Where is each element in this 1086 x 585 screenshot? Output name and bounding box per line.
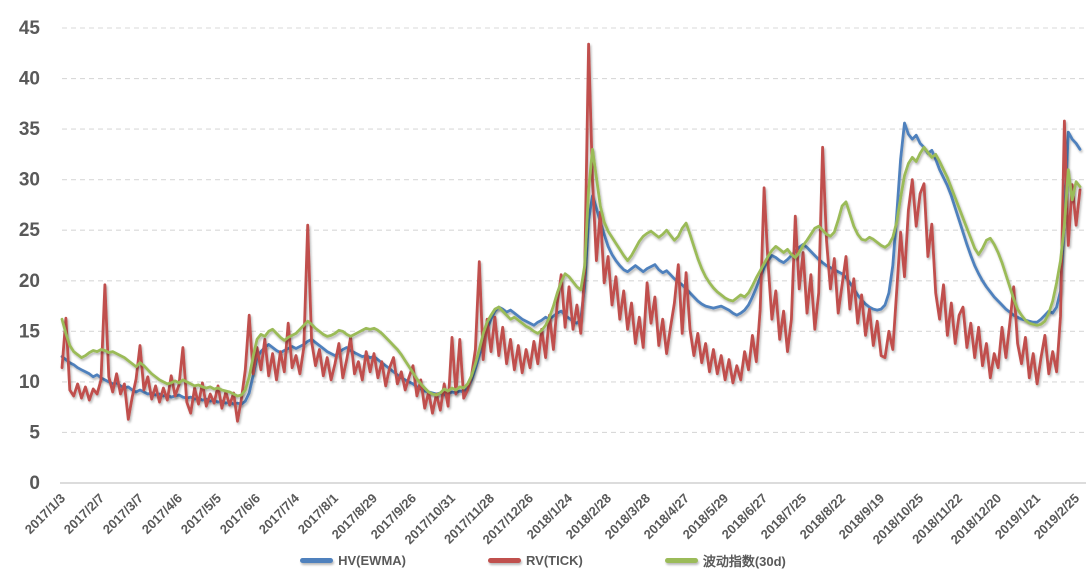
chart-legend: HV(EWMA) RV(TICK) 波动指数(30d)	[0, 551, 1086, 570]
x-axis-tick-label: 2017/1/3	[22, 491, 68, 537]
y-axis-tick-label: 45	[19, 18, 41, 39]
legend-label-rv_tick: RV(TICK)	[526, 553, 583, 568]
y-axis-tick-label: 25	[19, 220, 41, 241]
x-axis-tick-label: 2017/7/4	[256, 490, 303, 537]
legend-item-volatility_index_30d: 波动指数(30d)	[664, 551, 786, 570]
y-axis-tick-label: 35	[19, 119, 41, 140]
legend-line-swatch-volatility_index_30d	[664, 558, 698, 563]
legend-line-swatch-rv_tick	[488, 558, 521, 563]
y-axis-tick-label: 5	[29, 422, 40, 443]
series-line-hv_ewma	[60, 121, 1082, 406]
y-axis-tick-label: 0	[29, 473, 40, 494]
x-axis-tick-label: 2017/3/7	[100, 491, 146, 537]
y-axis-tick-label: 30	[19, 170, 40, 191]
y-axis-tick-label: 20	[19, 271, 40, 292]
y-axis-tick-label: 15	[19, 321, 41, 342]
series-line-volatility_index_30d	[60, 145, 1082, 398]
legend-item-rv_tick: RV(TICK)	[488, 553, 583, 568]
x-axis-tick-label: 2017/4/6	[139, 491, 185, 537]
x-axis-tick-label: 2017/6/6	[217, 491, 263, 537]
series-line-rv_tick	[60, 42, 1082, 423]
x-axis-tick-label: 2017/5/5	[178, 491, 224, 537]
x-axis-tick-label: 2017/2/7	[61, 491, 107, 537]
y-axis-tick-label: 40	[19, 69, 40, 90]
legend-label-hv_ewma: HV(EWMA)	[338, 553, 406, 568]
legend-item-hv_ewma: HV(EWMA)	[300, 553, 406, 568]
legend-line-swatch-hv_ewma	[300, 558, 334, 563]
y-axis-tick-label: 10	[19, 372, 40, 393]
legend-label-volatility_index_30d: 波动指数(30d)	[702, 554, 786, 569]
